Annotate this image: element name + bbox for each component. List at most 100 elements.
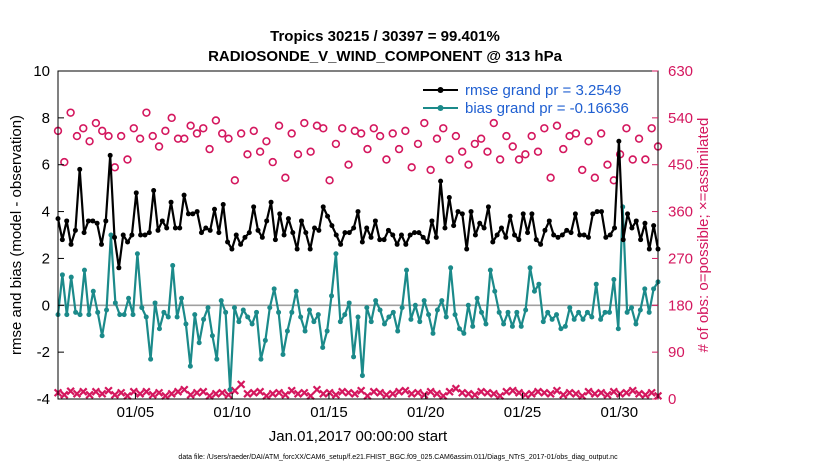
bias-point (205, 305, 211, 311)
obs-assimilated-point (356, 386, 366, 395)
obs-possible-point (375, 131, 385, 141)
obs-possible-point (578, 165, 587, 175)
obs-assimilated-point (205, 391, 214, 401)
y-right-tick-label: 540 (668, 110, 693, 127)
rmse-point (451, 223, 457, 229)
plot-frame (57, 70, 659, 400)
bias-point (196, 340, 202, 346)
bias-point (240, 307, 246, 313)
rmse-point (255, 227, 261, 233)
rmse-point (555, 234, 561, 240)
chart-subtitle: RADIOSONDE_V_WIND_COMPONENT @ 313 hPa (208, 48, 563, 65)
bias-point (452, 312, 458, 318)
rmse-point (381, 237, 387, 243)
obs-assimilated-point (420, 390, 429, 400)
bias-point (262, 337, 268, 343)
obs-assimilated-point (458, 388, 467, 397)
rmse-point (416, 230, 422, 236)
x-tick-label: 01/05 (117, 404, 155, 421)
obs-possible-point (325, 176, 334, 185)
bias-point (77, 312, 83, 318)
obs-assimilated-point (154, 388, 164, 397)
chart-title: Tropics 30215 / 30397 = 99.401% (270, 28, 500, 45)
bias-point (421, 298, 427, 304)
bias-point (505, 309, 511, 315)
obs-assimilated-point (148, 390, 157, 400)
obs-assimilated-point (325, 388, 334, 397)
rmse-point (603, 234, 609, 240)
rmse-point (238, 241, 244, 247)
obs-possible-point (489, 118, 498, 128)
bias-point (606, 309, 612, 315)
obs-assimilated-point (470, 390, 480, 400)
rmse-point (438, 178, 444, 184)
bias-point (443, 314, 449, 320)
bias-point (64, 312, 70, 318)
bias-point (351, 354, 357, 360)
rmse-point (246, 230, 252, 236)
obs-assimilated-point (192, 388, 202, 397)
obs-possible-point (464, 160, 473, 169)
obs-assimilated-point (533, 387, 543, 396)
footer-data-file: data file: /Users/raeder/DAI/ATM_forcXX/… (178, 454, 618, 461)
x-tick-label: 01/25 (504, 404, 542, 421)
bias-point (187, 363, 193, 369)
bias-point (514, 309, 520, 315)
bias-point (487, 267, 493, 273)
obs-assimilated-point (369, 387, 378, 396)
rmse-point (185, 211, 191, 217)
obs-assimilated-point (439, 391, 448, 401)
obs-assimilated-point (413, 388, 423, 397)
obs-possible-point (123, 155, 132, 164)
bias-point (390, 309, 396, 315)
obs-possible-point (287, 129, 296, 138)
obs-possible-point (527, 131, 536, 141)
rmse-point (529, 211, 535, 217)
legend-bias-label: bias grand pr = -0.16636 (465, 100, 629, 117)
rmse-point (564, 227, 570, 233)
bias-point (90, 288, 96, 294)
rmse-point (346, 230, 352, 236)
bias-point (629, 305, 635, 311)
obs-possible-point (546, 173, 555, 182)
obs-possible-point (363, 144, 372, 154)
bias-point (637, 307, 643, 313)
rmse-point (190, 211, 196, 217)
bias-point (527, 265, 533, 271)
bias-point (395, 328, 401, 334)
rmse-point (272, 237, 278, 243)
obs-assimilated-point (218, 388, 227, 397)
bias-point (642, 286, 648, 292)
obs-possible-point (293, 150, 303, 159)
obs-assimilated-point (281, 390, 290, 400)
obs-possible-point (508, 142, 517, 151)
rmse-point (533, 237, 539, 243)
obs-possible-point (186, 121, 195, 130)
obs-possible-point (388, 129, 397, 138)
obs-assimilated-point (300, 388, 309, 397)
plot-area (58, 71, 658, 399)
obs-assimilated-point (590, 389, 600, 398)
bias-point (646, 309, 652, 315)
bias-point (306, 307, 312, 313)
obs-possible-point (641, 155, 650, 164)
obs-possible-point (268, 157, 277, 167)
rmse-point (316, 227, 322, 233)
rmse-point (594, 209, 600, 215)
obs-possible-point (540, 124, 549, 133)
obs-possible-series (53, 108, 663, 185)
rmse-point (133, 190, 139, 196)
obs-possible-point (72, 131, 82, 141)
y-left-tick-label: 4 (42, 204, 50, 221)
rmse-point (164, 225, 170, 231)
obs-possible-point (199, 124, 208, 133)
bias-point (236, 319, 242, 325)
obs-assimilated-point (445, 387, 454, 396)
bias-point (108, 232, 114, 238)
obs-assimilated-point (615, 389, 625, 398)
obs-possible-point (426, 165, 435, 175)
bias-point (567, 305, 573, 311)
obs-possible-point (470, 139, 480, 149)
bias-point (104, 307, 110, 313)
